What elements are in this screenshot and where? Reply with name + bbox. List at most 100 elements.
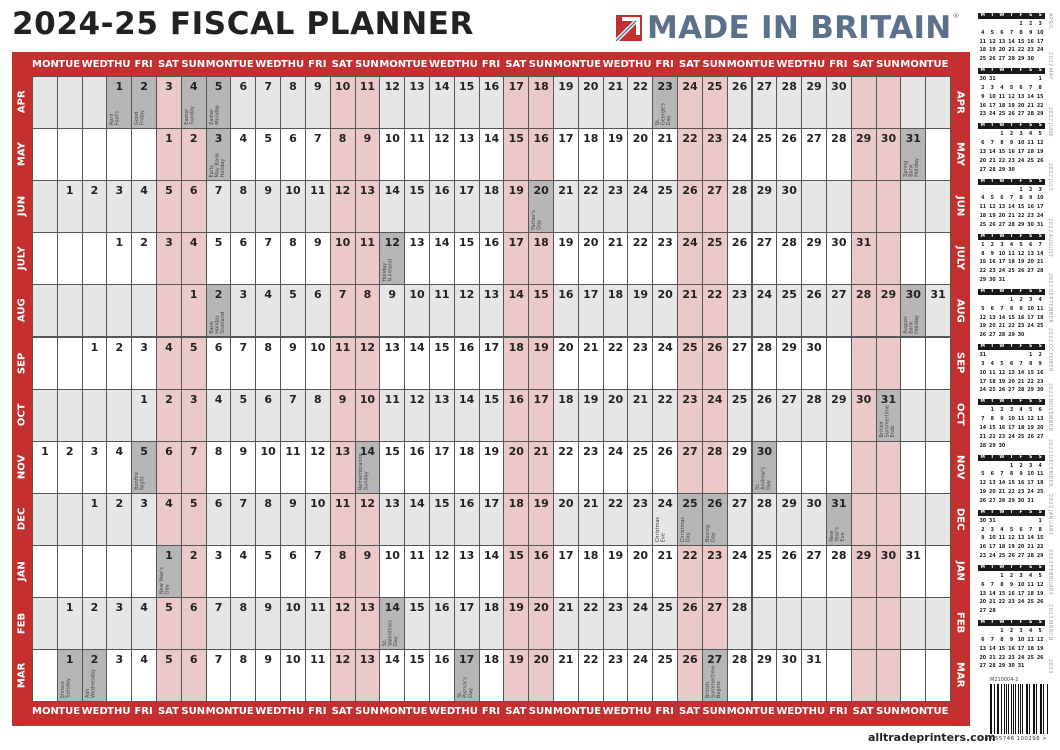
day-cell[interactable]: 17	[453, 180, 480, 234]
day-cell[interactable]: 7	[205, 180, 232, 234]
day-cell[interactable]: 2	[180, 544, 207, 598]
day-cell[interactable]: 14	[428, 76, 455, 130]
day-cell[interactable]: 10	[404, 284, 430, 338]
day-cell[interactable]: 22	[701, 284, 728, 338]
day-cell[interactable]: 10	[379, 128, 406, 182]
day-cell[interactable]: 10	[304, 492, 331, 546]
day-cell[interactable]: 11	[379, 388, 406, 442]
day-cell[interactable]: 13	[354, 597, 381, 651]
day-cell[interactable]: 23	[701, 128, 728, 182]
day-cell[interactable]: 6	[280, 544, 306, 598]
day-cell[interactable]: 23	[602, 180, 629, 234]
day-cell[interactable]: 25	[652, 180, 679, 234]
day-cell[interactable]: 7	[205, 649, 232, 703]
day-cell[interactable]: 5	[156, 597, 182, 651]
day-cell[interactable]: 31	[925, 284, 951, 338]
day-cell[interactable]: 19	[528, 492, 554, 546]
day-cell[interactable]: 11	[329, 492, 356, 546]
day-cell[interactable]: 30	[801, 492, 827, 546]
day-cell[interactable]: 20	[627, 128, 654, 182]
day-cell[interactable]: 6	[205, 336, 232, 390]
day-cell[interactable]: 18	[478, 180, 505, 234]
day-cell[interactable]: 11	[404, 128, 430, 182]
day-cell[interactable]: 10	[255, 440, 282, 494]
day-cell[interactable]: 11	[354, 76, 381, 130]
day-cell[interactable]: 13	[329, 440, 356, 494]
day-cell[interactable]: 25	[701, 76, 728, 130]
day-cell[interactable]: 6	[205, 492, 232, 546]
day-cell[interactable]: 18	[528, 232, 554, 286]
day-cell[interactable]: 6	[180, 649, 207, 703]
day-cell[interactable]: 24	[602, 440, 629, 494]
day-cell[interactable]: 8	[230, 180, 257, 234]
day-cell[interactable]: 16	[478, 232, 505, 286]
day-cell[interactable]: 8	[280, 76, 306, 130]
day-cell[interactable]: 3	[131, 336, 158, 390]
day-cell[interactable]: 9	[354, 128, 381, 182]
day-cell[interactable]: 18	[478, 649, 505, 703]
day-cell[interactable]: 5	[205, 232, 232, 286]
day-cell[interactable]: 20	[528, 597, 554, 651]
day-cell[interactable]: 16	[553, 284, 579, 338]
day-cell[interactable]: 4	[131, 649, 158, 703]
day-cell[interactable]: 25	[751, 128, 778, 182]
day-cell[interactable]: 19	[478, 440, 505, 494]
day-cell[interactable]: 13	[404, 232, 430, 286]
day-cell[interactable]: 15	[453, 76, 480, 130]
day-cell[interactable]: 26	[776, 128, 803, 182]
day-cell[interactable]: 15	[379, 440, 406, 494]
day-cell[interactable]: 22	[553, 440, 579, 494]
day-cell[interactable]: 11	[280, 440, 306, 494]
day-cell[interactable]: 26 Boxing Day	[701, 492, 728, 546]
day-cell[interactable]: 12	[329, 180, 356, 234]
day-cell[interactable]: 7	[304, 544, 331, 598]
day-cell[interactable]: 9	[354, 544, 381, 598]
day-cell[interactable]: 31 New Year's Eve	[825, 492, 852, 546]
day-cell[interactable]: 2	[81, 180, 108, 234]
day-cell[interactable]: 24	[726, 128, 753, 182]
day-cell[interactable]: 12	[404, 388, 430, 442]
day-cell[interactable]: 1	[56, 597, 83, 651]
day-cell[interactable]: 24 Christmas Eve	[652, 492, 679, 546]
day-cell[interactable]: 26	[677, 597, 703, 651]
day-cell[interactable]: 1	[156, 128, 182, 182]
day-cell[interactable]: 25	[652, 597, 679, 651]
day-cell[interactable]: 9	[280, 492, 306, 546]
day-cell[interactable]: 2	[81, 597, 108, 651]
day-cell[interactable]: 8	[329, 128, 356, 182]
day-cell[interactable]: 24	[701, 388, 728, 442]
day-cell[interactable]: 21	[677, 284, 703, 338]
day-cell[interactable]: 13	[453, 128, 480, 182]
day-cell[interactable]: 29	[726, 440, 753, 494]
day-cell[interactable]: 3	[180, 388, 207, 442]
day-cell[interactable]: 10	[329, 76, 356, 130]
day-cell[interactable]: 30	[875, 544, 902, 598]
day-cell[interactable]: 1 April Fool's	[106, 76, 133, 130]
day-cell[interactable]: 12	[428, 128, 455, 182]
day-cell[interactable]: 16	[503, 388, 530, 442]
day-cell[interactable]: 20	[602, 388, 629, 442]
day-cell[interactable]: 22	[627, 232, 654, 286]
day-cell[interactable]: 25	[652, 649, 679, 703]
day-cell[interactable]: 5	[280, 284, 306, 338]
day-cell[interactable]: 14	[379, 180, 406, 234]
day-cell[interactable]: 2	[106, 336, 133, 390]
day-cell[interactable]: 18	[553, 388, 579, 442]
website-link[interactable]: alltradeprinters.com	[868, 731, 996, 744]
day-cell[interactable]: 10	[280, 597, 306, 651]
day-cell[interactable]: 9	[304, 76, 331, 130]
day-cell[interactable]: 27	[801, 128, 827, 182]
day-cell[interactable]: 5 Easter Monday	[205, 76, 232, 130]
day-cell[interactable]: 24	[751, 284, 778, 338]
day-cell[interactable]: 11	[304, 649, 331, 703]
day-cell[interactable]: 24	[652, 336, 679, 390]
day-cell[interactable]: 20	[553, 336, 579, 390]
day-cell[interactable]: 9	[230, 440, 257, 494]
day-cell[interactable]: 5	[230, 388, 257, 442]
day-cell[interactable]: 13	[428, 388, 455, 442]
day-cell[interactable]: 4	[180, 232, 207, 286]
day-cell[interactable]: 13	[404, 76, 430, 130]
day-cell[interactable]: 5	[156, 180, 182, 234]
day-cell[interactable]: 1	[106, 232, 133, 286]
day-cell[interactable]: 31	[850, 232, 877, 286]
